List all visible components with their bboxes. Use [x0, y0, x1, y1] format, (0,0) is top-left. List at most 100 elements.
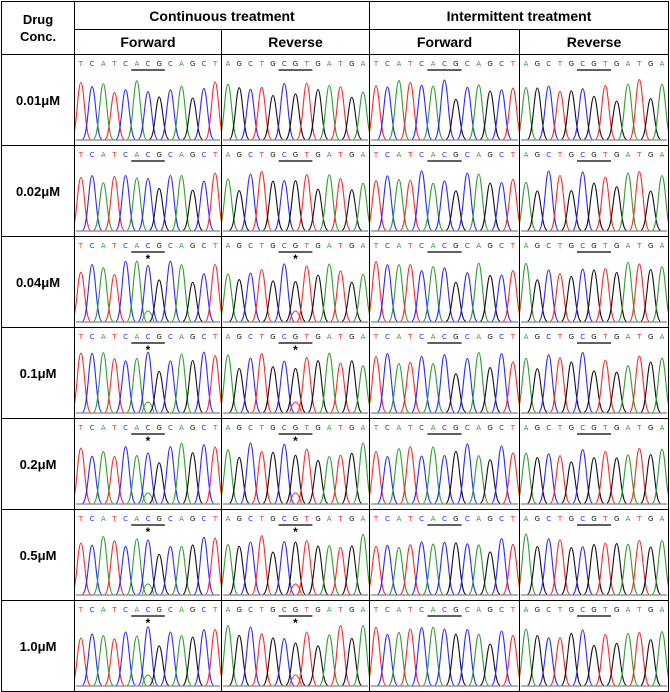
- peak-t: [330, 362, 351, 413]
- base-call-letter: C: [546, 515, 551, 523]
- base-call-letter: T: [212, 242, 218, 250]
- secondary-peak: [289, 310, 302, 322]
- peak-g: [445, 281, 467, 322]
- base-call-letter: A: [179, 515, 184, 523]
- base-call-letter: T: [510, 514, 516, 523]
- base-call-letter: G: [190, 424, 195, 432]
- peak-a: [222, 178, 239, 231]
- peak-traces: [75, 80, 221, 140]
- base-call-letter: A: [660, 151, 665, 159]
- chromatogram-trace: A G C T G C G T G A T G A*: [222, 333, 370, 414]
- base-call-letter: C: [442, 59, 447, 68]
- peak-c: [115, 89, 136, 140]
- intermittent-treatment-header: Intermittent treatment: [369, 1, 670, 30]
- peak-c: [491, 445, 512, 504]
- peak-traces: [75, 351, 221, 413]
- base-call-letter: A: [524, 606, 529, 614]
- base-call-letter: G: [569, 606, 574, 614]
- peak-t: [502, 452, 520, 504]
- base-call-letter: G: [236, 424, 241, 432]
- base-call-letter: T: [602, 424, 608, 432]
- base-call-letter: C: [202, 606, 207, 614]
- base-call-letter: A: [327, 606, 332, 614]
- peak-a: [388, 631, 410, 686]
- base-call-letter: G: [453, 332, 458, 341]
- concentration-label: 0.01μM: [1, 54, 75, 146]
- base-call-letter: C: [248, 515, 253, 523]
- base-call-letter: G: [591, 151, 596, 159]
- peak-g: [640, 190, 661, 231]
- chromatogram-trace: A G C T G C G T G A T G A*: [222, 424, 370, 505]
- base-call-letter: T: [407, 332, 413, 341]
- base-call-letter: T: [373, 332, 379, 341]
- peak-t: [629, 171, 650, 231]
- chromatogram-cell: T C A T C A C G C A G C T *: [74, 236, 222, 328]
- base-call-letter: G: [156, 151, 161, 159]
- base-call-letter: T: [78, 242, 84, 250]
- peak-g: [149, 462, 170, 504]
- peak-c: [377, 353, 398, 413]
- base-call-letter: T: [78, 515, 84, 523]
- base-call-letter: C: [546, 333, 551, 341]
- peak-a: [422, 182, 444, 231]
- peak-traces: [520, 628, 669, 686]
- base-call-letter: A: [431, 59, 436, 68]
- base-call-letter: G: [591, 60, 596, 68]
- base-call-letter: T: [259, 515, 265, 523]
- mutation-marker: *: [293, 525, 298, 539]
- peak-traces: [520, 170, 669, 231]
- base-call-letter: G: [270, 424, 275, 432]
- base-call-letter: G: [315, 333, 320, 341]
- base-call-letter: T: [407, 59, 413, 68]
- base-call-letter: C: [465, 59, 470, 68]
- base-call-letter: C: [499, 59, 504, 68]
- base-call-letter: A: [226, 606, 231, 614]
- peak-a: [422, 543, 444, 595]
- base-call-letter: A: [327, 515, 332, 523]
- peak-g: [527, 279, 548, 322]
- base-call-letter: A: [134, 242, 139, 250]
- concentration-row: 1.0μM T C A T C A C G C A G C T * A G C T G C G T G A T G A * T C A T C A C…: [1, 600, 670, 692]
- peak-t: [296, 174, 317, 231]
- peak-a: [468, 84, 489, 140]
- peak-g: [445, 98, 467, 140]
- peak-c: [538, 170, 559, 231]
- peak-g: [341, 452, 362, 504]
- base-call-letter: C: [282, 515, 287, 523]
- peak-c: [274, 82, 295, 140]
- base-call-letter: A: [660, 424, 665, 432]
- chromatogram-trace: A G C T G C G T G A T G A*: [222, 242, 370, 323]
- concentration-row: 0.2μM T C A T C A C G C A G C T * A G C T G C G T G A T G A * T C A T C A C…: [1, 418, 670, 510]
- peak-a: [422, 265, 444, 322]
- base-call-letter: A: [476, 423, 481, 432]
- base-call-letter: C: [465, 423, 470, 432]
- base-call-letter: T: [602, 151, 608, 159]
- peak-c: [491, 181, 512, 231]
- chromatogram-cell: A G C T G C G T G A T G A *: [220, 509, 371, 601]
- base-call-letter: C: [546, 242, 551, 250]
- base-call-letter: C: [419, 150, 424, 159]
- base-call-letter: G: [453, 605, 458, 614]
- peak-g: [341, 189, 362, 231]
- peak-g: [445, 450, 467, 504]
- base-call-letter: A: [524, 424, 529, 432]
- base-call-letter: A: [660, 333, 665, 341]
- secondary-peak: [289, 583, 302, 595]
- peak-g: [285, 642, 306, 686]
- base-call-letter: T: [259, 60, 265, 68]
- base-call-letter: T: [407, 605, 413, 614]
- concentration-row: 0.01μM T C A T C A C G C A G C T A G C T G C G T G A T G A T C A T C A C G…: [1, 54, 670, 146]
- base-call-letter: C: [546, 424, 551, 432]
- base-call-letter: C: [90, 515, 95, 523]
